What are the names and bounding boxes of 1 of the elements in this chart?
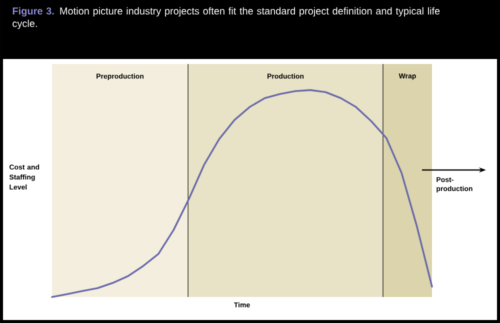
chart-title: Figure 3. Motion picture industry projects often fit the standard project definition and typical life cycle. [12, 7, 440, 30]
